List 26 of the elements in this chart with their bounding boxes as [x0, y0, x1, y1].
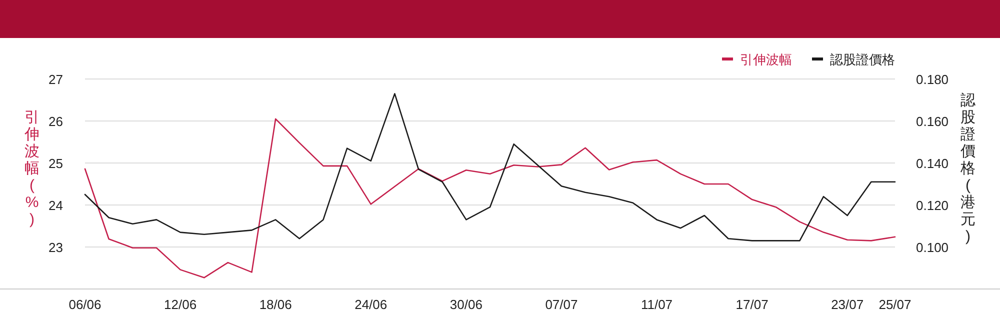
legend-label: 認股證價格: [830, 52, 895, 67]
text: 認股證價格(港元): [960, 92, 976, 245]
line-series: [84, 93, 896, 242]
y2-tick-label: 0.140: [916, 156, 949, 171]
x-tick-label: 25/07: [878, 297, 912, 312]
x-tick-label: 17/07: [736, 297, 768, 312]
y-tick-label: 25: [48, 156, 63, 171]
y-tick-label: 24: [48, 198, 63, 213]
x-tick-label: 11/07: [640, 297, 673, 312]
y2-tick-label: 0.160: [916, 114, 949, 129]
y-tick-label: 23: [48, 240, 63, 255]
legend-label: 引伸波幅: [740, 52, 792, 67]
x-tick-label: 24/06: [354, 297, 388, 312]
y2-tick-label: 0.180: [916, 72, 949, 87]
y-tick-label: 26: [48, 114, 63, 129]
x-tick-label: 07/07: [545, 297, 578, 312]
y-tick-label: 27: [48, 72, 63, 87]
y2-tick-label: 0.100: [916, 240, 949, 255]
x-tick-label: 23/07: [831, 297, 864, 312]
line-series: [84, 118, 896, 278]
x-tick-label: 30/06: [450, 297, 482, 312]
x-tick-label: 18/06: [259, 297, 292, 312]
x-tick-label: 06/06: [68, 297, 102, 312]
x-tick-label: 12/06: [164, 297, 197, 312]
y2-tick-label: 0.120: [916, 198, 949, 213]
y-axis-title: 引伸波幅(%): [24, 109, 40, 228]
